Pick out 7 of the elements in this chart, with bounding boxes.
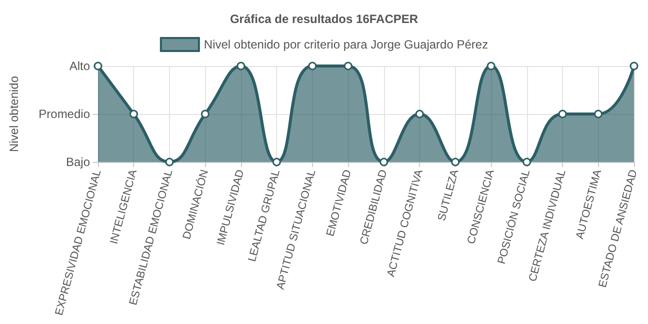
x-tick-label: LEALTAD GRUPAL — [246, 168, 282, 264]
text: Bajo — [66, 155, 90, 169]
y-axis-title: Nivel obtenido — [7, 76, 21, 152]
text: Promedio — [38, 107, 90, 121]
text: Alto — [69, 59, 90, 73]
chart-title: Gráfica de resultados 16FACPER — [230, 12, 418, 26]
legend-label: Nivel obtenido por criterio para Jorge Guajardo Pérez — [204, 38, 488, 52]
